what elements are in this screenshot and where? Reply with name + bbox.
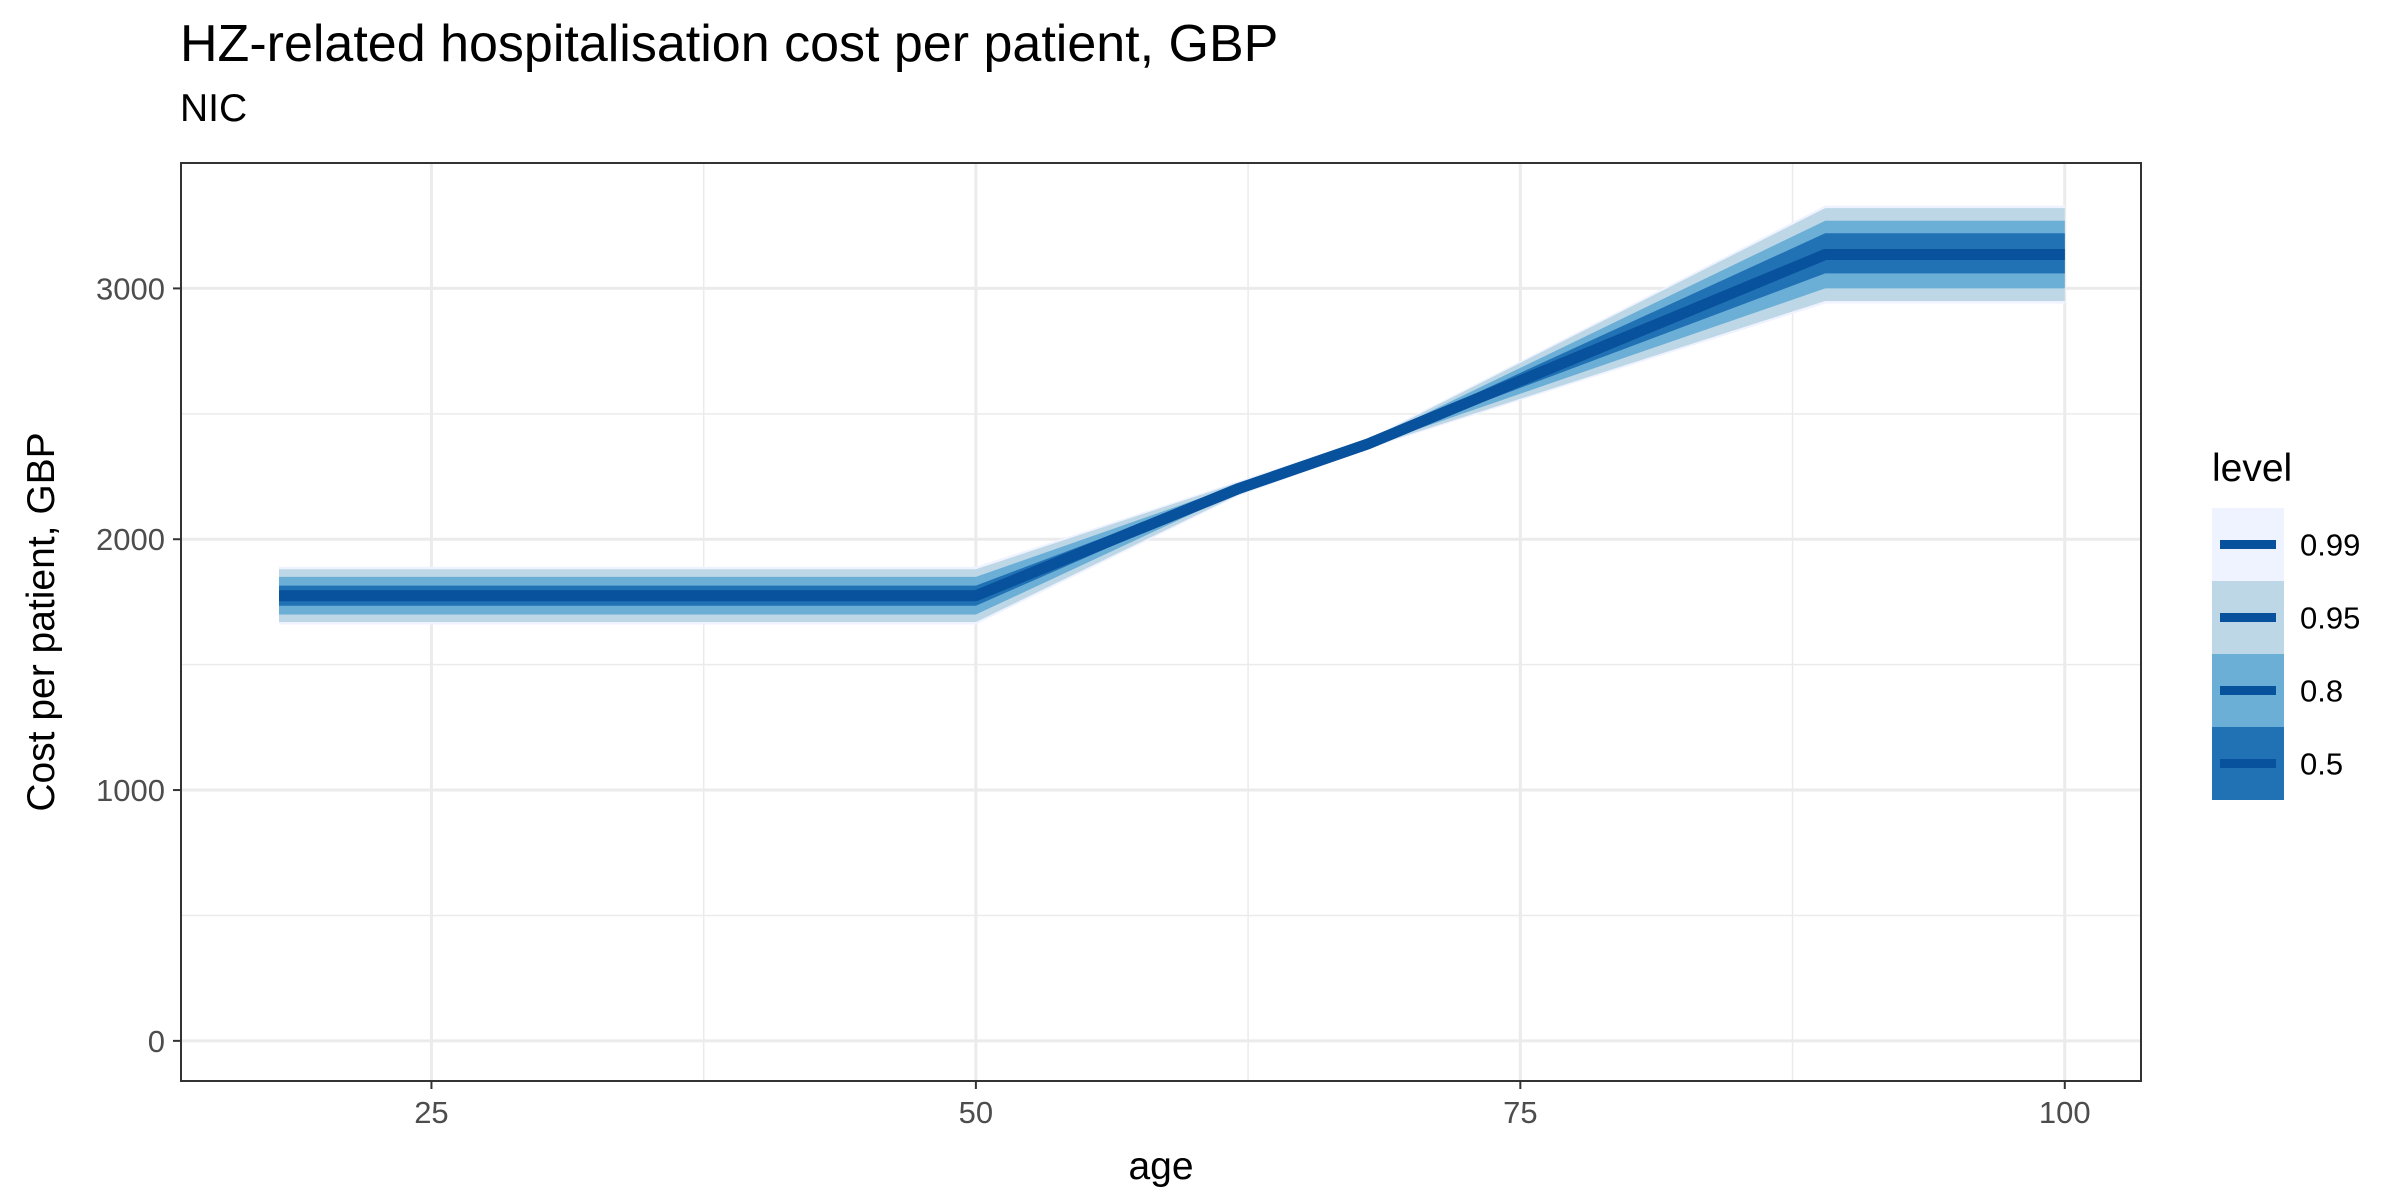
legend-label: 0.5 bbox=[2300, 747, 2343, 782]
legend-label: 0.95 bbox=[2300, 601, 2360, 636]
grid-minor bbox=[181, 163, 2141, 1081]
y-tick-label: 3000 bbox=[96, 271, 165, 306]
band-0-5 bbox=[279, 233, 2065, 606]
x-tick-label: 75 bbox=[1503, 1095, 1537, 1130]
y-axis-title: Cost per patient, GBP bbox=[20, 432, 63, 811]
legend-label: 0.99 bbox=[2300, 528, 2360, 563]
x-tick-label: 50 bbox=[959, 1095, 993, 1130]
x-tick-label: 100 bbox=[2039, 1095, 2091, 1130]
y-axis-ticks: 0 1000 2000 3000 bbox=[96, 271, 181, 1059]
legend-title: level bbox=[2212, 447, 2292, 490]
legend-label: 0.8 bbox=[2300, 674, 2343, 709]
median-line-group bbox=[279, 249, 2065, 602]
y-tick-label: 1000 bbox=[96, 773, 165, 808]
median-line bbox=[279, 249, 2065, 602]
y-tick-label: 0 bbox=[148, 1024, 165, 1059]
legend: level 0.99 0.95 0.8 0.5 bbox=[2212, 447, 2360, 800]
x-tick-label: 25 bbox=[414, 1095, 448, 1130]
chart-title: HZ-related hospitalisation cost per pati… bbox=[180, 15, 1279, 73]
y-tick-label: 2000 bbox=[96, 522, 165, 557]
plot-panel-border bbox=[180, 162, 2142, 1082]
x-axis-title: age bbox=[1128, 1145, 1193, 1188]
chart-subtitle: NIC bbox=[180, 87, 248, 130]
x-axis-ticks: 25 50 75 100 bbox=[414, 1081, 2091, 1130]
